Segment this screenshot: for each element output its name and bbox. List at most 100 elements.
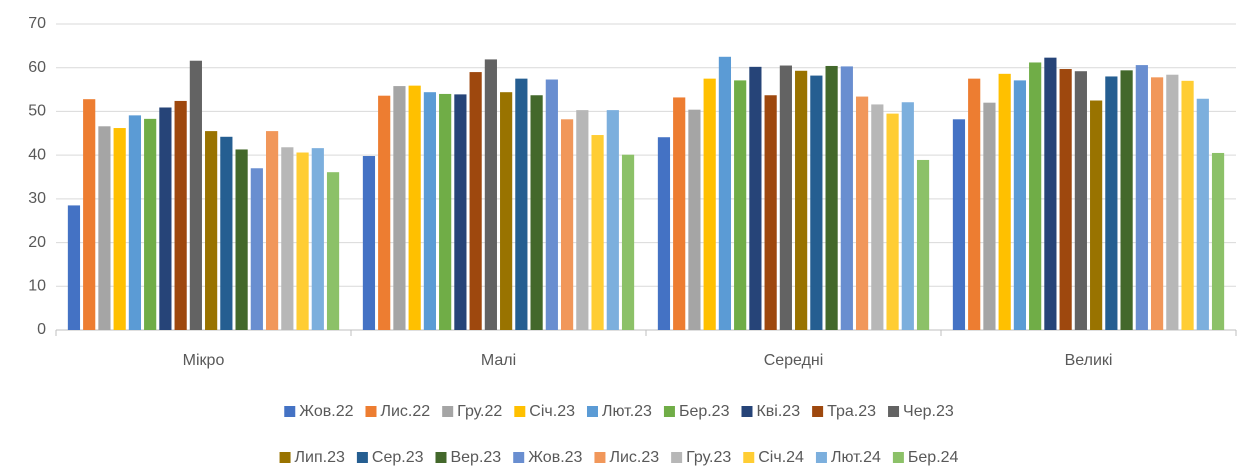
legend-swatch: [892, 452, 904, 463]
bar: [901, 102, 914, 331]
bar: [952, 119, 966, 330]
bar: [454, 94, 467, 330]
bar: [688, 109, 701, 331]
bar: [983, 102, 996, 330]
bar: [576, 110, 589, 330]
bar: [296, 152, 309, 330]
bar: [1059, 69, 1072, 331]
bar: [1181, 80, 1194, 330]
legend-label: Сер.23: [372, 449, 424, 466]
x-tick-label: Середні: [764, 352, 824, 369]
y-tick-label: 60: [28, 59, 46, 76]
legend-swatch: [743, 452, 755, 463]
bar: [673, 97, 686, 330]
bar: [657, 137, 671, 330]
legend-label: Лют.24: [831, 449, 881, 466]
bar: [1074, 71, 1087, 330]
legend-label: Жов.22: [299, 403, 353, 420]
bar: [530, 95, 543, 330]
bar: [1135, 65, 1148, 330]
legend-label: Лис.23: [609, 449, 659, 466]
x-tick-label: Мікро: [183, 352, 225, 369]
bar: [83, 99, 96, 330]
y-tick-label: 70: [28, 15, 46, 32]
legend-label: Бер.23: [679, 403, 730, 420]
legend-label: Лют.23: [602, 403, 652, 420]
bar: [855, 96, 869, 331]
bar: [1105, 76, 1118, 330]
y-tick-label: 50: [28, 103, 46, 120]
bar: [810, 75, 823, 330]
legend-swatch: [284, 406, 296, 417]
bar: [1150, 77, 1164, 331]
bar: [1211, 152, 1225, 330]
bar: [764, 95, 777, 330]
legend-label: Гру.22: [457, 403, 502, 420]
legend-label: Січ.23: [529, 403, 575, 420]
bar: [968, 78, 981, 331]
bar: [235, 149, 248, 330]
y-tick-label: 0: [37, 321, 46, 338]
bar: [871, 104, 884, 330]
bar: [311, 148, 324, 330]
legend-label: Тра.23: [827, 403, 876, 420]
legend-swatch: [279, 452, 291, 463]
bar: [205, 131, 218, 330]
legend-swatch: [514, 406, 526, 417]
legend-swatch: [815, 452, 827, 463]
bar: [795, 70, 808, 330]
legend-label: Чер.23: [903, 403, 954, 420]
bar: [393, 86, 406, 331]
y-tick-label: 20: [28, 234, 46, 251]
bar: [159, 107, 172, 330]
bar: [1029, 62, 1042, 331]
bar: [734, 80, 747, 331]
legend-swatch: [594, 452, 606, 463]
bar: [1090, 100, 1103, 330]
bar: [825, 65, 838, 331]
legend-swatch: [663, 406, 675, 417]
bar: [378, 95, 391, 330]
bar: [515, 78, 528, 331]
legend-swatch: [442, 406, 454, 417]
bar: [144, 118, 157, 330]
bar: [779, 65, 792, 331]
bar: [174, 100, 187, 331]
bar: [560, 119, 574, 330]
bar: [500, 92, 513, 331]
legend-swatch: [812, 406, 824, 417]
legend-swatch: [586, 406, 598, 417]
legend-label: Бер.24: [908, 449, 959, 466]
legend-label: Кві.23: [756, 403, 800, 420]
bar: [718, 56, 732, 331]
legend-label: Лис.22: [380, 403, 430, 420]
x-tick-label: Великі: [1065, 352, 1113, 369]
bar: [113, 128, 126, 330]
bar: [281, 147, 294, 330]
legend-swatch: [741, 406, 753, 417]
bar: [916, 159, 930, 330]
bar: [423, 92, 437, 331]
bar: [545, 79, 558, 330]
x-tick-label: Малі: [481, 352, 516, 369]
legend-label: Гру.23: [686, 449, 731, 466]
bar: [439, 93, 452, 330]
legend-swatch: [888, 406, 900, 417]
bar: [362, 156, 376, 330]
bar: [408, 85, 421, 330]
bar: [220, 136, 233, 330]
bar: [1120, 70, 1133, 330]
bar: [189, 60, 202, 330]
legend-swatch: [513, 452, 525, 463]
y-tick-label: 40: [28, 146, 46, 163]
bar: [703, 78, 716, 331]
y-tick-label: 10: [28, 278, 46, 295]
bar: [998, 73, 1011, 330]
legend-swatch: [365, 406, 377, 417]
bar: [886, 113, 899, 330]
bar: [484, 59, 497, 331]
bar: [591, 135, 604, 330]
legend-label: Вер.23: [450, 449, 501, 466]
legend-label: Січ.24: [758, 449, 804, 466]
